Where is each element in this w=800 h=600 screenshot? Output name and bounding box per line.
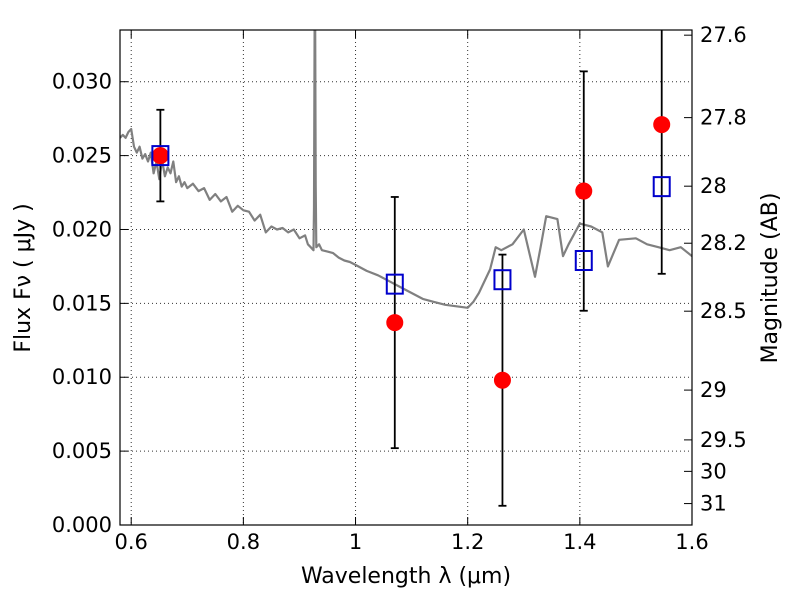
x-tick-label: 0.6 xyxy=(115,530,148,554)
x-tick-label: 1.6 xyxy=(675,530,708,554)
model-spectrum-line xyxy=(120,30,692,309)
y-tick-label: 0.020 xyxy=(52,217,112,241)
y-tick-label: 0.005 xyxy=(52,439,112,463)
right-tick-label: 29 xyxy=(700,378,727,402)
x-axis-label: Wavelength λ (μm) xyxy=(301,564,511,589)
y-tick-label: 0.015 xyxy=(52,291,112,315)
model-flux-point xyxy=(652,176,671,198)
data-layer xyxy=(120,30,692,507)
grid-layer xyxy=(120,30,693,526)
x-tick-label: 1.2 xyxy=(451,530,484,554)
observed-flux-point xyxy=(493,371,511,389)
model-flux-point xyxy=(493,269,512,291)
model-flux-point xyxy=(574,250,593,272)
x-tick-label: 0.8 xyxy=(227,530,260,554)
right-tick-label: 28.2 xyxy=(700,231,747,255)
x-tick-label: 1 xyxy=(349,530,362,554)
y-right-axis-label: Magnitude (AB) xyxy=(758,193,783,364)
y-axis-label: Flux Fν ( μJy ) xyxy=(11,203,36,352)
series-group xyxy=(120,30,692,507)
right-tick-label: 27.8 xyxy=(700,106,747,130)
right-tick-label: 28.5 xyxy=(700,299,747,323)
x-tick-label: 1.4 xyxy=(563,530,596,554)
y-tick-label: 0.025 xyxy=(52,144,112,168)
y-tick-label: 0.000 xyxy=(52,513,112,537)
right-tick-label: 27.6 xyxy=(700,23,747,47)
right-tick-label: 31 xyxy=(700,492,727,516)
right-tick-label: 28 xyxy=(700,174,727,198)
right-tick-label: 29.5 xyxy=(700,428,747,452)
observed-flux-point xyxy=(386,314,404,332)
right-tick-label: 30 xyxy=(700,459,727,483)
plot-frame xyxy=(119,29,693,526)
observed-flux-point xyxy=(151,147,169,165)
tick-layer: 0.6 0.8 1 1.2 1.4 1.6 0.000 0.005 0.010 0.015 0.02… xyxy=(52,23,747,554)
model-flux-point xyxy=(385,273,404,295)
y-tick-label: 0.030 xyxy=(52,70,112,94)
y-tick-label: 0.010 xyxy=(52,365,112,389)
model-flux-point xyxy=(151,145,170,167)
observed-flux-point xyxy=(653,116,671,134)
observed-flux-point xyxy=(575,182,593,200)
